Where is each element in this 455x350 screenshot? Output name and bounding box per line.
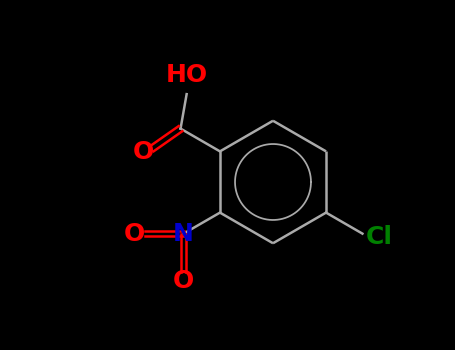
Text: N: N <box>173 222 194 246</box>
Text: Cl: Cl <box>366 225 393 249</box>
Text: HO: HO <box>166 63 207 87</box>
Text: O: O <box>173 269 194 293</box>
Text: O: O <box>124 222 145 246</box>
Text: O: O <box>132 140 154 164</box>
